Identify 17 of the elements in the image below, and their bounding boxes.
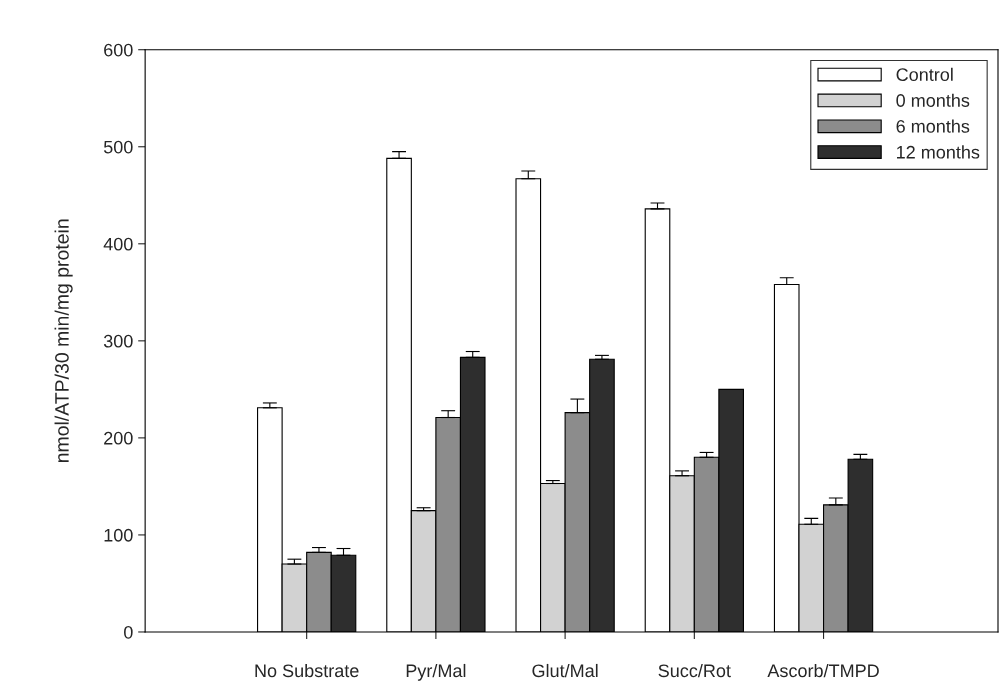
y-tick-label: 200 <box>104 431 133 445</box>
x-tick-label: No Substrate <box>255 663 359 678</box>
y-tick-label: 500 <box>103 140 133 154</box>
y-tick-label: 100 <box>104 528 133 542</box>
legend-label: 0 months <box>896 93 970 107</box>
y-tick-label: 300 <box>103 334 133 348</box>
x-tick-label: Succ/Rot <box>658 663 731 678</box>
legend-label: 6 months <box>896 119 970 133</box>
y-axis-title: nmol/ATP/30 min/mg protein <box>54 219 73 463</box>
x-tick-label: Pyr/Mal <box>406 663 466 681</box>
y-tick-label: 400 <box>103 237 133 251</box>
legend-label: Control <box>896 67 953 82</box>
legend-label: 12 months <box>897 145 980 159</box>
x-tick-label: Glut/Mal <box>532 663 598 678</box>
y-tick-label: 0 <box>124 625 133 639</box>
x-tick-label: Ascorb/TMPD <box>767 663 879 678</box>
y-tick-label: 600 <box>104 43 133 57</box>
